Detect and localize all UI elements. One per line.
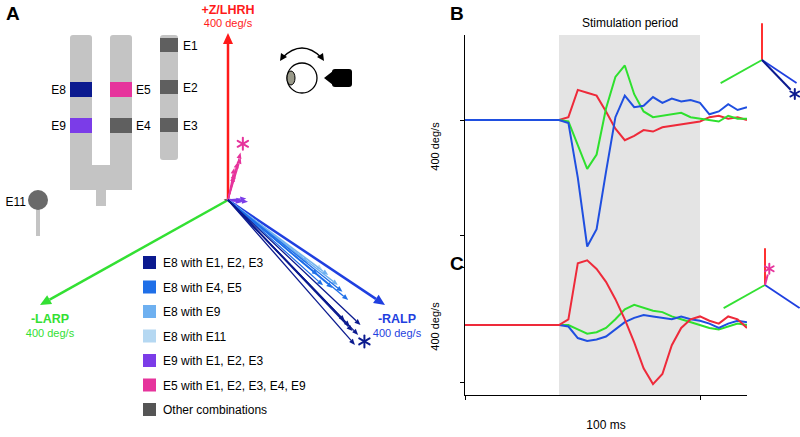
svg-text:A: A (6, 3, 20, 24)
svg-text:C: C (450, 253, 464, 274)
svg-text:-RALP: -RALP (378, 312, 416, 326)
svg-text:B: B (450, 3, 464, 24)
svg-text:+Z/LHRH: +Z/LHRH (201, 3, 254, 17)
svg-text:E8 with E4, E5: E8 with E4, E5 (163, 281, 242, 295)
svg-text:E8 with E11: E8 with E11 (163, 330, 226, 344)
svg-text:E9: E9 (51, 119, 66, 133)
svg-text:E8 with E9: E8 with E9 (163, 305, 221, 319)
svg-text:E9 with E1, E2, E3: E9 with E1, E2, E3 (163, 354, 263, 368)
svg-text:E3: E3 (183, 119, 198, 133)
svg-text:400 deg/s: 400 deg/s (429, 302, 441, 351)
svg-text:E1: E1 (183, 39, 198, 53)
svg-text:400 deg/s: 400 deg/s (204, 17, 253, 29)
svg-text:-LARP: -LARP (31, 312, 69, 326)
svg-text:400 deg/s: 400 deg/s (373, 327, 422, 339)
svg-text:E5: E5 (136, 83, 151, 97)
svg-text:E5 with E1, E2, E3, E4, E9: E5 with E1, E2, E3, E4, E9 (163, 379, 306, 393)
svg-text:400 deg/s: 400 deg/s (26, 327, 75, 339)
svg-text:E4: E4 (136, 119, 151, 133)
svg-text:Stimulation period: Stimulation period (582, 16, 678, 30)
svg-text:E11: E11 (6, 195, 27, 209)
svg-text:E8: E8 (51, 83, 66, 97)
svg-text:Other combinations: Other combinations (163, 403, 267, 417)
svg-text:E2: E2 (183, 81, 198, 95)
svg-text:100 ms: 100 ms (586, 418, 625, 432)
svg-text:E8 with E1, E2, E3: E8 with E1, E2, E3 (163, 256, 263, 270)
svg-text:400 deg/s: 400 deg/s (429, 122, 441, 171)
